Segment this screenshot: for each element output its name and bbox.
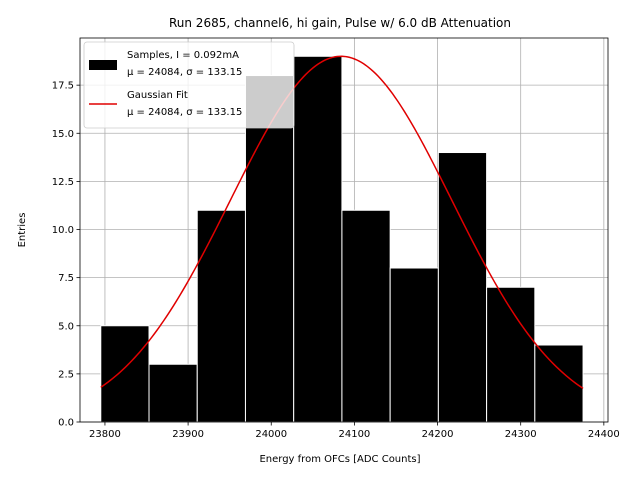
x-tick-label: 24300 xyxy=(505,429,537,440)
histogram-bar xyxy=(244,75,295,423)
y-tick-label: 0.0 xyxy=(58,418,74,429)
histogram-bar xyxy=(100,325,150,423)
legend-samples-label: Samples, I = 0.092mA xyxy=(127,50,239,61)
chart-title: Run 2685, channel6, hi gain, Pulse w/ 6.… xyxy=(169,16,511,30)
x-tick-label: 24100 xyxy=(338,429,370,440)
legend-samples-swatch xyxy=(89,60,117,70)
x-tick-label: 24000 xyxy=(255,429,287,440)
x-tick-label: 23800 xyxy=(89,429,121,440)
legend-fit-stats: μ = 24084, σ = 133.15 xyxy=(127,107,242,118)
y-axis-label: Entries xyxy=(17,213,28,248)
y-tick-label: 2.5 xyxy=(58,369,74,380)
legend-box xyxy=(83,41,295,129)
y-tick-label: 7.5 xyxy=(58,273,74,284)
bar-layer xyxy=(100,55,584,423)
x-tick-label: 24200 xyxy=(422,429,454,440)
histogram-bar xyxy=(341,209,391,423)
x-axis-ticks: 23800 23900 24000 24100 24200 24300 24400 xyxy=(89,422,620,440)
fit-layer xyxy=(100,55,584,390)
legend-samples-stats: μ = 24084, σ = 133.15 xyxy=(127,67,242,78)
histogram-bar xyxy=(486,286,536,423)
histogram-bar xyxy=(148,363,198,423)
x-axis-label: Energy from OFCs [ADC Counts] xyxy=(259,454,420,465)
legend-fit-label: Gaussian Fit xyxy=(127,90,188,101)
y-tick-label: 10.0 xyxy=(52,225,74,236)
x-tick-label: 24400 xyxy=(588,429,620,440)
y-tick-label: 17.5 xyxy=(52,81,74,92)
histogram-bar xyxy=(389,267,439,423)
histogram-bar xyxy=(196,209,246,423)
y-axis-ticks: 0.0 2.5 5.0 7.5 10.0 12.5 15.0 17.5 xyxy=(52,81,80,429)
gaussian-fit-line xyxy=(100,55,584,390)
y-tick-label: 15.0 xyxy=(52,129,74,140)
x-tick-label: 23900 xyxy=(172,429,204,440)
legend: Samples, I = 0.092mA μ = 24084, σ = 133.… xyxy=(83,41,295,129)
y-tick-label: 12.5 xyxy=(52,177,74,188)
y-tick-label: 5.0 xyxy=(58,321,74,332)
histogram-bar xyxy=(293,55,343,423)
plot-frame xyxy=(79,37,609,423)
histogram-bar xyxy=(437,152,488,423)
